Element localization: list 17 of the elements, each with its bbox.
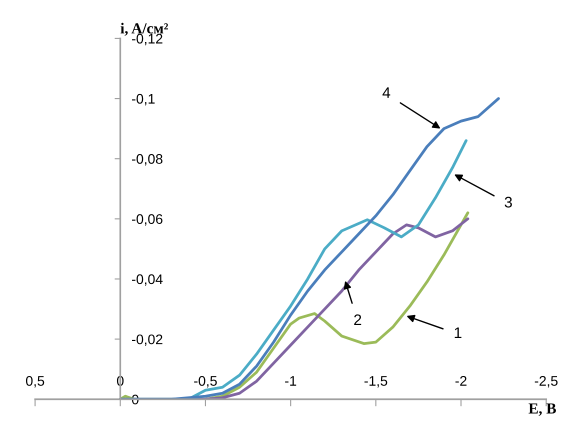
y-tick-label: -0,06 (132, 214, 162, 226)
y-tick-label: -0,04 (132, 274, 163, 286)
x-tick-label: -1,5 (364, 376, 388, 388)
x-tick-label: -0,5 (194, 376, 217, 388)
y-tick-label: -0,02 (132, 334, 162, 346)
annotation: 2 (354, 314, 362, 326)
annotation: 4 (382, 87, 390, 98)
y-tick-label: -0,08 (132, 154, 162, 166)
x-axis-title: E, B (528, 403, 556, 416)
y-tick-label: -0,1 (132, 94, 155, 106)
y-tick-label: -0,12 (132, 34, 162, 46)
annotation: 1 (454, 327, 462, 338)
annotation: 3 (504, 196, 512, 208)
x-tick-label: -2 (455, 376, 466, 386)
x-tick-label: -1 (285, 376, 296, 386)
x-tick-label: -2,5 (534, 376, 558, 388)
x-tick-label: 0,5 (26, 376, 44, 388)
